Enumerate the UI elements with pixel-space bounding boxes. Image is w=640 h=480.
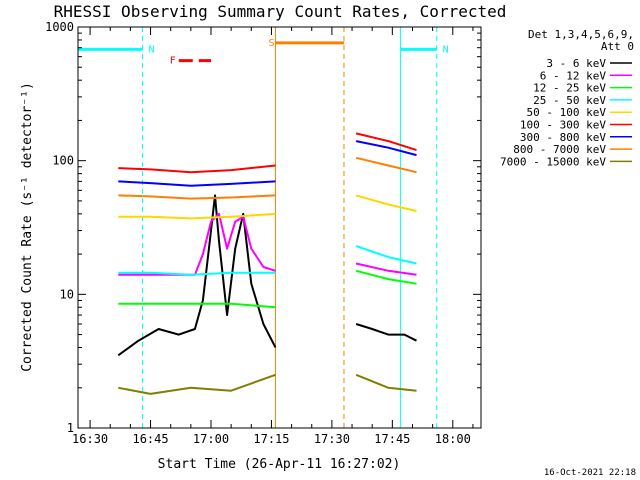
series-line xyxy=(355,156,417,174)
series-line xyxy=(355,132,417,152)
x-tick-label: 18:00 xyxy=(435,432,471,446)
flag-label-S: S xyxy=(268,38,274,49)
legend-header: Att 0 xyxy=(601,40,634,53)
series-line xyxy=(118,180,276,187)
flag-label-N: N xyxy=(148,44,154,55)
series-line xyxy=(118,194,276,200)
y-tick-label: 100 xyxy=(52,154,74,168)
y-tick-label: 10 xyxy=(60,287,74,301)
series-line xyxy=(355,194,417,212)
axis-ticks: 1 10 100 1000 16:30 16:45 17:00 17:15 17:30 17:45… xyxy=(45,20,481,446)
legend-entry-label: 25 - 50 keV xyxy=(533,94,606,107)
x-tick-label: 16:30 xyxy=(72,432,108,446)
x-tick-label: 17:00 xyxy=(193,432,229,446)
legend-entry-label: 3 - 6 keV xyxy=(546,57,606,70)
chart-title: RHESSI Observing Summary Count Rates, Co… xyxy=(54,2,507,21)
flag-label-N: N xyxy=(443,44,449,55)
y-tick-label: 1000 xyxy=(45,20,74,34)
legend-entry-label: 12 - 25 keV xyxy=(533,82,606,95)
series-line xyxy=(118,164,276,174)
series-line xyxy=(118,212,276,220)
x-axis-label: Start Time (26-Apr-11 16:27:02) xyxy=(158,457,401,472)
legend-entry-label: 100 - 300 keV xyxy=(520,119,606,132)
flag-label-F: F xyxy=(170,56,176,67)
series-line xyxy=(355,373,417,392)
legend-header: Det 1,3,4,5,6,9, xyxy=(528,28,634,41)
series-line xyxy=(118,302,276,309)
y-tick-label: 1 xyxy=(67,421,74,435)
series-line xyxy=(355,245,417,265)
x-tick-label: 17:15 xyxy=(253,432,289,446)
legend-entry-label: 6 - 12 keV xyxy=(540,69,607,82)
series-line xyxy=(117,194,277,357)
series-line xyxy=(118,373,276,395)
x-tick-label: 17:30 xyxy=(314,432,350,446)
series-line xyxy=(118,271,276,276)
legend-entry-label: 300 - 800 keV xyxy=(520,131,606,144)
x-tick-label: 17:45 xyxy=(374,432,410,446)
series-line xyxy=(355,323,417,342)
series-line xyxy=(118,212,276,276)
legend-entry-label: 800 - 7000 keV xyxy=(513,143,606,156)
legend-entry-label: 7000 - 15000 keV xyxy=(500,155,606,168)
legend-entry-label: 50 - 100 keV xyxy=(527,106,607,119)
y-axis-label: Corrected Count Rate (s⁻¹ detector⁻¹) xyxy=(20,82,35,372)
series-line xyxy=(355,140,417,157)
plot-area: N N S F xyxy=(77,27,449,428)
plot-frame xyxy=(77,26,482,429)
x-tick-label: 16:45 xyxy=(132,432,168,446)
series-line xyxy=(355,262,417,276)
series-line xyxy=(355,269,417,285)
footer-timestamp: 16-Oct-2021 22:18 xyxy=(544,468,636,478)
